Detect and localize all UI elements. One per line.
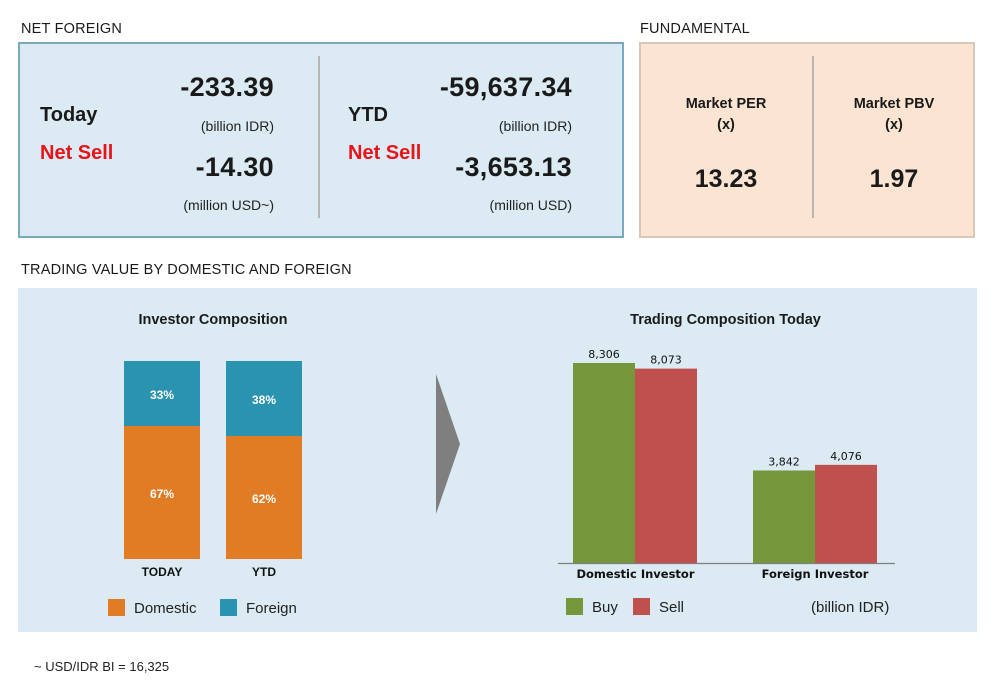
legend-swatch-domestic: [108, 599, 125, 616]
net-foreign-title: NET FOREIGN: [21, 21, 123, 37]
fundamental-divider: [812, 56, 814, 218]
bar-label-sell-domestic: 8,073: [650, 354, 682, 367]
bar-label-foreign-today: 33%: [149, 387, 175, 402]
today-idr-value: -233.39: [180, 72, 274, 102]
bar-sell-domestic: [635, 368, 697, 563]
trading-composition-title: Trading Composition Today: [630, 312, 821, 328]
footnote: ~ USD/IDR BI = 16,325: [34, 659, 170, 674]
bar-label-buy-domestic: 8,306: [588, 348, 620, 361]
legend-label-domestic: Domestic: [134, 600, 197, 617]
today-status: Net Sell: [40, 142, 114, 164]
bar-domestic-ytd: [226, 436, 302, 559]
market-per-value: 13.23: [694, 165, 758, 193]
ytd-usd-value: -3,653.13: [455, 152, 572, 182]
bar-label-foreign-ytd: 38%: [251, 392, 277, 407]
trading-composition-plot: 8,306 8,073 3,842 4,076: [558, 348, 895, 565]
category-label-ytd: YTD: [252, 565, 276, 579]
trading-value-title: TRADING VALUE BY DOMESTIC AND FOREIGN: [21, 262, 352, 278]
bar-label-domestic-today: 67%: [149, 486, 175, 501]
legend-label-buy: Buy: [592, 599, 618, 616]
net-foreign-panel: Today Net Sell -233.39 (billion IDR) -14…: [18, 42, 624, 238]
today-label: Today: [40, 104, 98, 126]
bar-buy-domestic: [573, 363, 635, 563]
ytd-idr-value: -59,637.34: [439, 72, 572, 102]
legend-swatch-foreign: [220, 599, 237, 616]
bar-buy-foreign: [753, 470, 815, 563]
investor-composition-title: Investor Composition: [138, 312, 288, 328]
legend-swatch-buy: [566, 598, 583, 615]
market-pbv-unit: (x): [885, 117, 903, 133]
today-usd-unit: (million USD~): [183, 197, 274, 213]
legend-label-foreign: Foreign: [246, 600, 297, 617]
legend-label-sell: Sell: [659, 599, 685, 616]
bar-label-buy-foreign: 3,842: [768, 455, 800, 468]
ytd-label: YTD: [348, 104, 388, 126]
net-foreign-divider: [318, 56, 320, 218]
fundamental-panel: Market PER (x) 13.23 Market PBV (x) 1.97: [639, 42, 975, 238]
market-per-label: Market PER: [685, 96, 767, 112]
bar-sell-foreign: [815, 464, 877, 563]
category-label-domestic-investor: Domestic Investor: [576, 567, 695, 581]
market-pbv-label: Market PBV: [853, 96, 935, 112]
investor-composition-plot: 67% 33% 62% 38%: [108, 361, 318, 559]
category-label-foreign-investor: Foreign Investor: [761, 567, 869, 581]
ytd-status: Net Sell: [348, 142, 422, 164]
market-per-unit: (x): [717, 117, 735, 133]
ytd-usd-unit: (million USD): [489, 197, 572, 213]
bar-foreign-ytd: [226, 361, 302, 437]
unit-note: (billion IDR): [811, 599, 890, 616]
today-usd-value: -14.30: [195, 152, 274, 182]
bar-domestic-today: [124, 426, 200, 559]
bar-foreign-today: [124, 361, 200, 427]
ytd-idr-unit: (billion IDR): [498, 118, 572, 134]
market-pbv-value: 1.97: [869, 165, 919, 193]
arrow-icon: [436, 374, 460, 514]
today-idr-unit: (billion IDR): [200, 118, 274, 134]
legend-swatch-sell: [633, 598, 650, 615]
bar-label-domestic-ytd: 62%: [251, 491, 277, 506]
fundamental-title: FUNDAMENTAL: [640, 21, 750, 37]
category-label-today: TODAY: [141, 565, 183, 579]
trading-value-panel: Investor Composition 67% 33% 62% 38% TODAY …: [18, 288, 977, 632]
bar-label-sell-foreign: 4,076: [830, 450, 862, 463]
